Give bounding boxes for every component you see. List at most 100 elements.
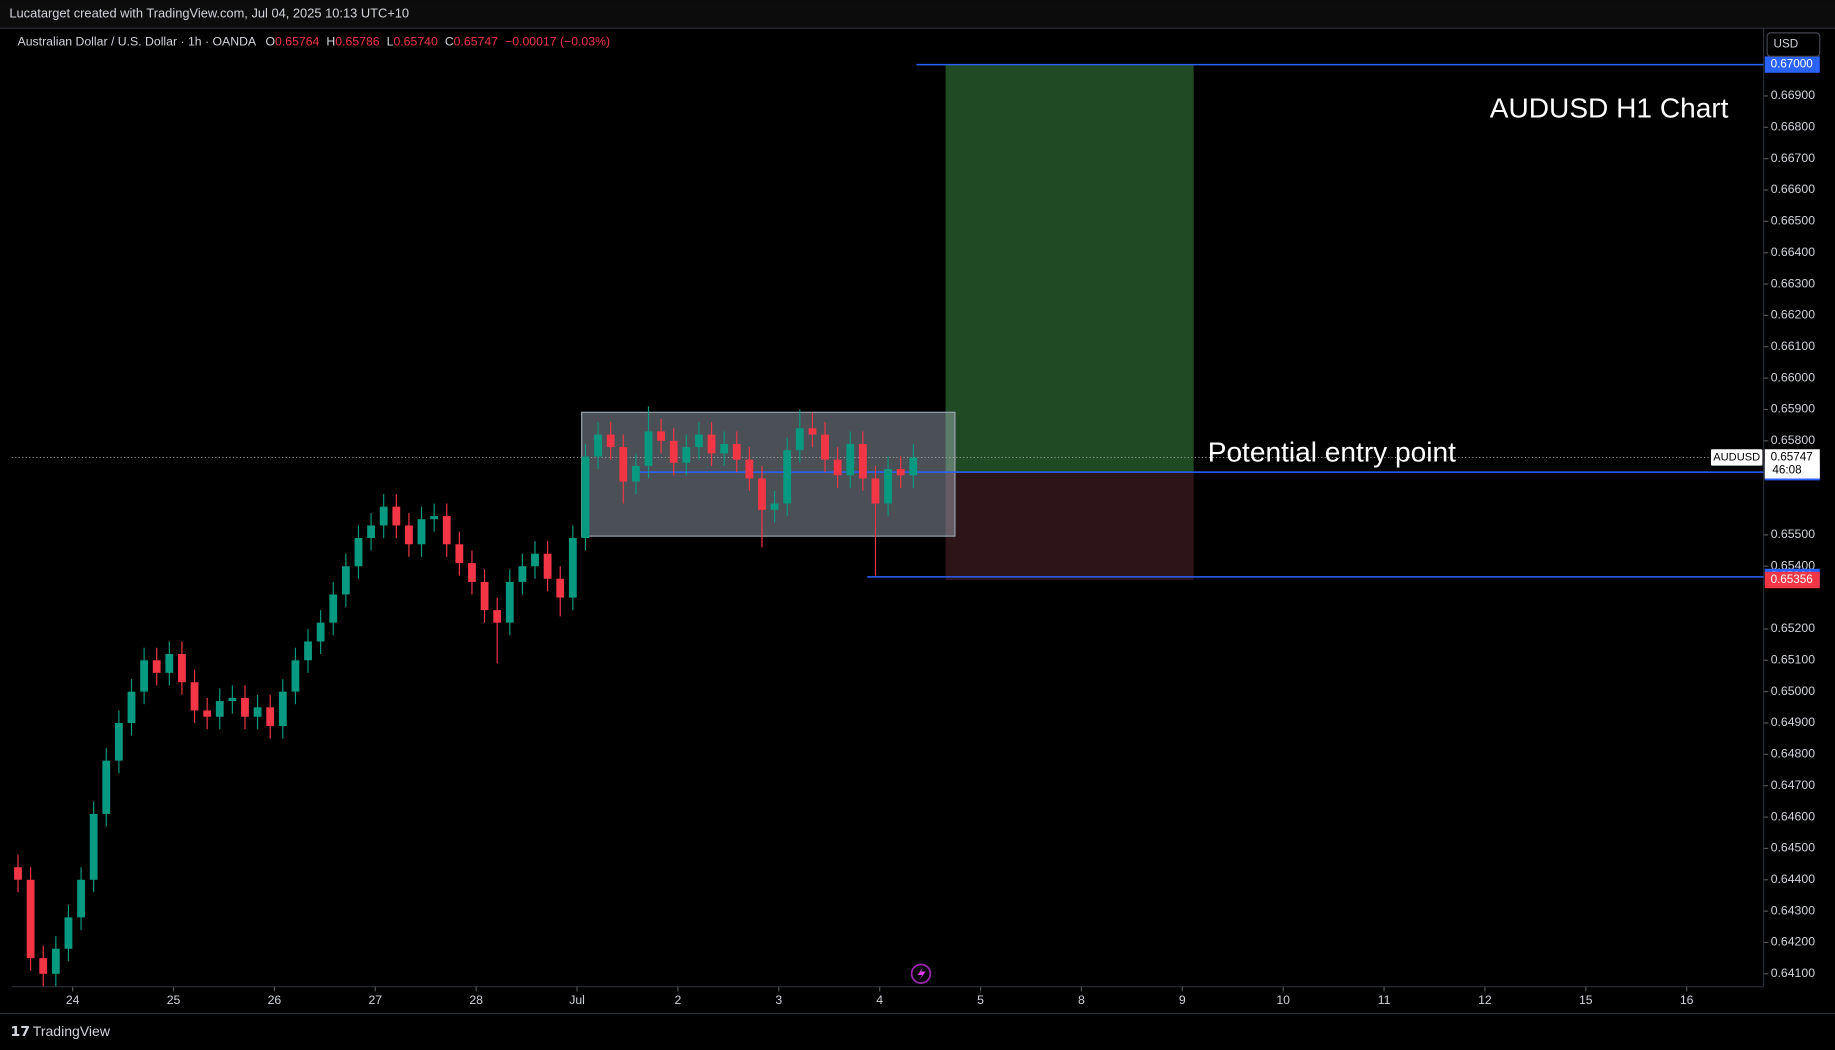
last-price-label: 0.65747 [1771, 451, 1813, 464]
price-tag [1764, 56, 1820, 73]
candle-body [770, 503, 779, 510]
y-tick-label: 0.66100 [1771, 339, 1816, 353]
candle-body [644, 431, 653, 466]
y-tick-label: 0.64400 [1771, 872, 1816, 886]
x-tick-label: 12 [1478, 993, 1492, 1007]
y-tick-label: 0.66700 [1771, 151, 1816, 165]
x-tick-label: 25 [167, 993, 181, 1007]
candle-body [493, 610, 502, 623]
legend-ohlc-label: H [326, 35, 335, 49]
annotation: Potential entry point [1208, 437, 1456, 468]
x-tick-label: 27 [368, 993, 382, 1007]
x-tick-label: 2 [675, 993, 682, 1007]
candle-body [354, 538, 363, 567]
y-tick-label: 0.64800 [1771, 747, 1816, 761]
x-tick-label: 24 [66, 993, 80, 1007]
y-tick-label: 0.66900 [1771, 88, 1816, 102]
candle-body [619, 447, 628, 482]
header-text: Lucatarget created with TradingView.com,… [9, 6, 409, 21]
candle-body [543, 553, 552, 579]
candle-body [745, 459, 754, 479]
candle-body [341, 566, 350, 595]
plot: Australian Dollar / U.S. Dollar · 1h · O… [11, 32, 1821, 1007]
candle-body [896, 469, 905, 476]
candle-body [26, 879, 35, 959]
y-tick-label: 0.65800 [1771, 433, 1816, 447]
candle-body [833, 459, 842, 476]
candle-body [631, 465, 640, 482]
currency-button[interactable] [1766, 32, 1821, 57]
candle-body [379, 506, 388, 526]
candle-body [707, 434, 716, 454]
alert-icon[interactable] [910, 963, 932, 985]
candle-body [304, 641, 312, 661]
candle-body [316, 622, 325, 642]
y-tick-label: 0.66500 [1771, 214, 1816, 228]
y-tick-label: 0.64300 [1771, 903, 1816, 917]
candle-body [165, 654, 174, 673]
legend-ohlc-value: 0.65740 [393, 35, 438, 49]
y-tick-label: 0.64100 [1771, 966, 1816, 980]
legend-ohlc-value: 0.65764 [275, 35, 320, 49]
x-tick-label: 8 [1078, 993, 1085, 1007]
candle-body [682, 447, 691, 463]
x-tick-label: 10 [1276, 993, 1290, 1007]
candle-body [505, 581, 514, 623]
candle-body [909, 457, 918, 476]
candle-body [215, 701, 224, 717]
candle-body [858, 443, 867, 479]
candle-body [278, 691, 287, 727]
x-tick-label: 11 [1378, 993, 1391, 1007]
symbol-tag [1710, 449, 1763, 466]
y-tick-label: 0.66600 [1771, 182, 1816, 196]
candle-body [556, 578, 565, 598]
candle-body [594, 434, 602, 457]
x-tick-label: 28 [469, 993, 483, 1007]
candle-body [39, 958, 48, 974]
y-tick-label: 0.65900 [1771, 402, 1816, 416]
candle-body [758, 478, 766, 510]
x-tick-label: 9 [1179, 993, 1186, 1007]
countdown: 46:08 [1772, 463, 1801, 476]
candle-body [669, 440, 678, 463]
candle-body [795, 428, 804, 451]
candle-body [102, 760, 111, 814]
y-tick-label: 0.66800 [1771, 120, 1816, 134]
currency-label: USD [1774, 38, 1799, 51]
candle-body [152, 660, 161, 673]
legend-ohlc-label: O [265, 35, 275, 49]
candle-body [329, 594, 338, 623]
candle-body [253, 707, 262, 717]
candle-body [468, 563, 476, 582]
legend: Australian Dollar / U.S. Dollar · 1h · O… [18, 35, 611, 49]
x-tick-label: 3 [775, 993, 782, 1007]
candle-body [190, 682, 199, 711]
candle-body [732, 443, 741, 460]
y-tick-label: 0.66400 [1771, 245, 1816, 259]
candle-body [568, 538, 577, 598]
x-tick-label: 15 [1579, 993, 1593, 1007]
candle-body [228, 697, 237, 702]
header-bar [0, 0, 1835, 29]
candle-body [241, 697, 249, 717]
y-tick-label: 0.64600 [1771, 809, 1816, 823]
y-tick-label: 0.64500 [1771, 841, 1816, 855]
candle-body [518, 566, 527, 582]
candle-body [266, 707, 275, 727]
candle-body [64, 917, 73, 949]
y-tick-label: 0.65100 [1771, 653, 1816, 667]
candle-body [140, 660, 149, 692]
price-tag [1764, 571, 1820, 589]
price-tag-label: 0.67000 [1771, 58, 1814, 71]
range-box [581, 411, 956, 537]
candle-body [606, 434, 615, 448]
candle-body [291, 660, 300, 692]
candle-body [783, 450, 792, 504]
candle-body [51, 948, 60, 974]
legend-change: −0.00017 (−0.03%) [505, 35, 610, 49]
candle-body [531, 553, 539, 567]
footer-logo-mark: 𝟭𝟳 [11, 1023, 31, 1039]
